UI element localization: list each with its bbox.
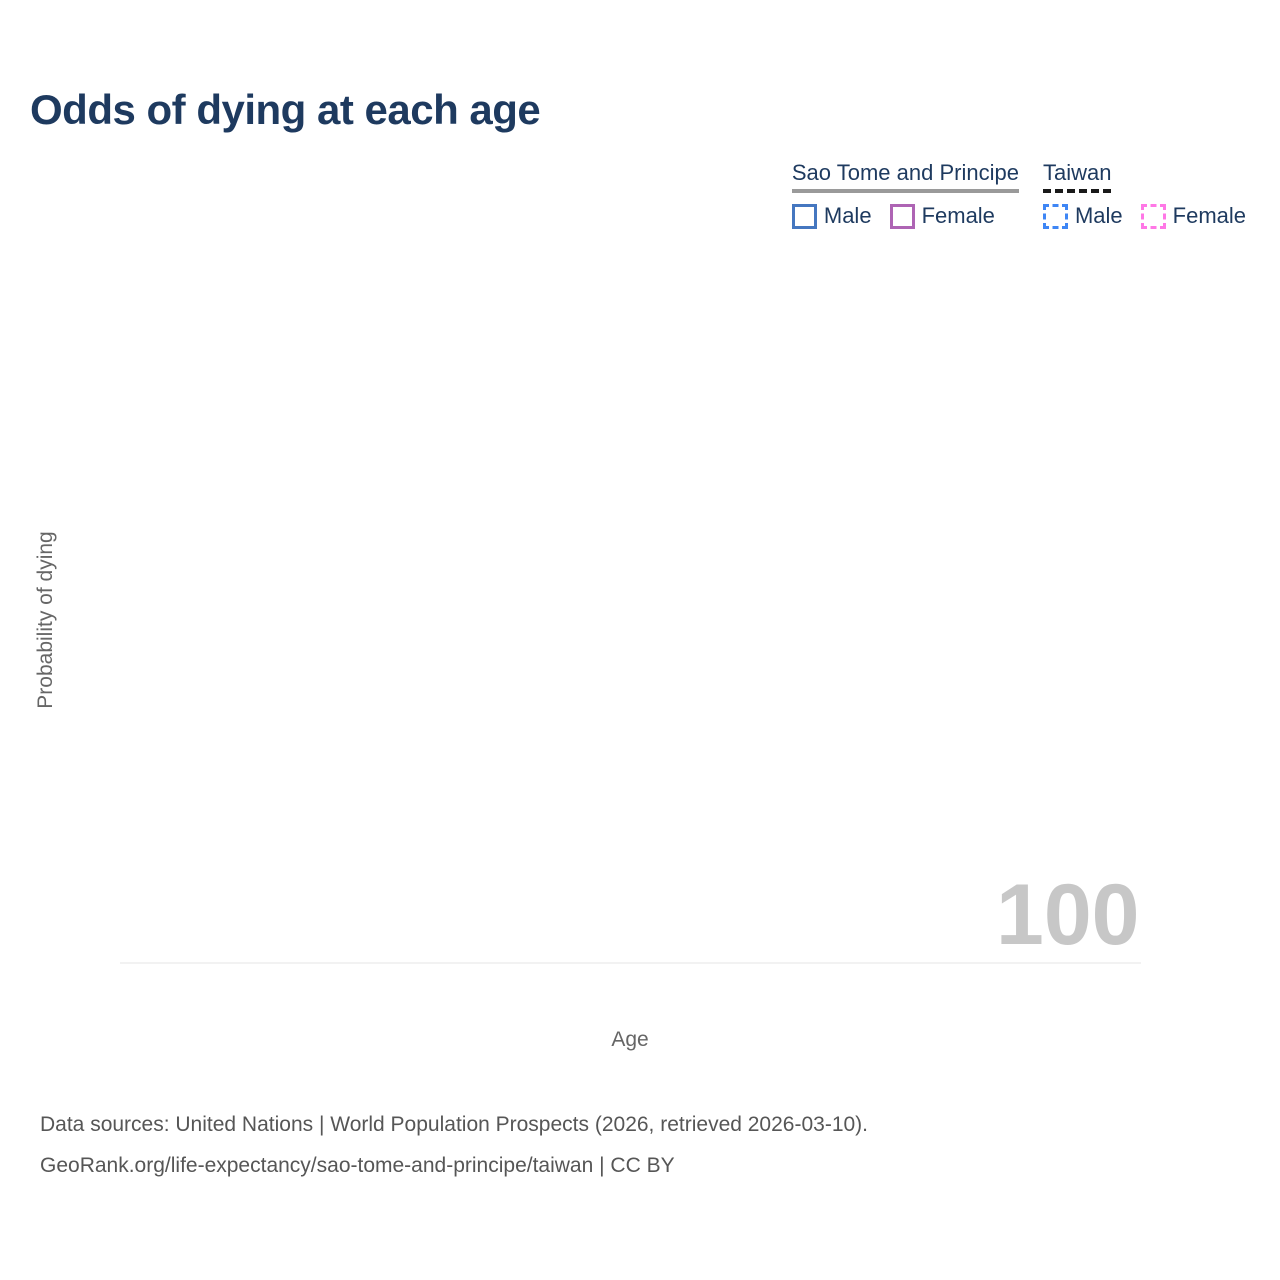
footer-data-sources: Data sources: United Nations | World Pop… <box>40 1113 869 1136</box>
footer: Data sources: United Nations | World Pop… <box>40 1104 868 1186</box>
legend-item-label: Male <box>823 203 872 228</box>
footer-attribution-link[interactable]: GeoRank.org/life-expectancy/sao-tome-and… <box>40 1154 675 1177</box>
legend-item-label: Male <box>1074 203 1123 228</box>
dashed-line-swatch-icon <box>1042 203 1068 229</box>
page-title: Odds of dying at each age <box>30 86 541 133</box>
legend-item-label: Female <box>1172 203 1246 228</box>
legend-group-sao-tome: Sao Tome and Principe Male Female <box>791 160 1019 229</box>
age-watermark: 100 <box>996 867 1140 963</box>
legend-item-taiwan-female[interactable]: Female <box>1140 203 1246 229</box>
legend-item-sao-tome-male[interactable]: Male <box>791 203 872 229</box>
dashed-line-swatch-icon <box>1140 203 1166 229</box>
legend-country-taiwan[interactable]: Taiwan <box>1042 160 1112 193</box>
legend-item-sao-tome-female[interactable]: Female <box>889 203 995 229</box>
legend-item-label: Female <box>921 203 995 228</box>
line-swatch-icon <box>889 203 915 229</box>
legend: Sao Tome and Principe Male Female Taiwan… <box>791 160 1246 229</box>
legend-country-sao-tome[interactable]: Sao Tome and Principe <box>791 160 1019 193</box>
x-axis-title: Age <box>611 1028 649 1051</box>
legend-item-taiwan-male[interactable]: Male <box>1042 203 1123 229</box>
line-swatch-icon <box>791 203 817 229</box>
legend-group-taiwan: Taiwan Male Female <box>1042 160 1246 229</box>
